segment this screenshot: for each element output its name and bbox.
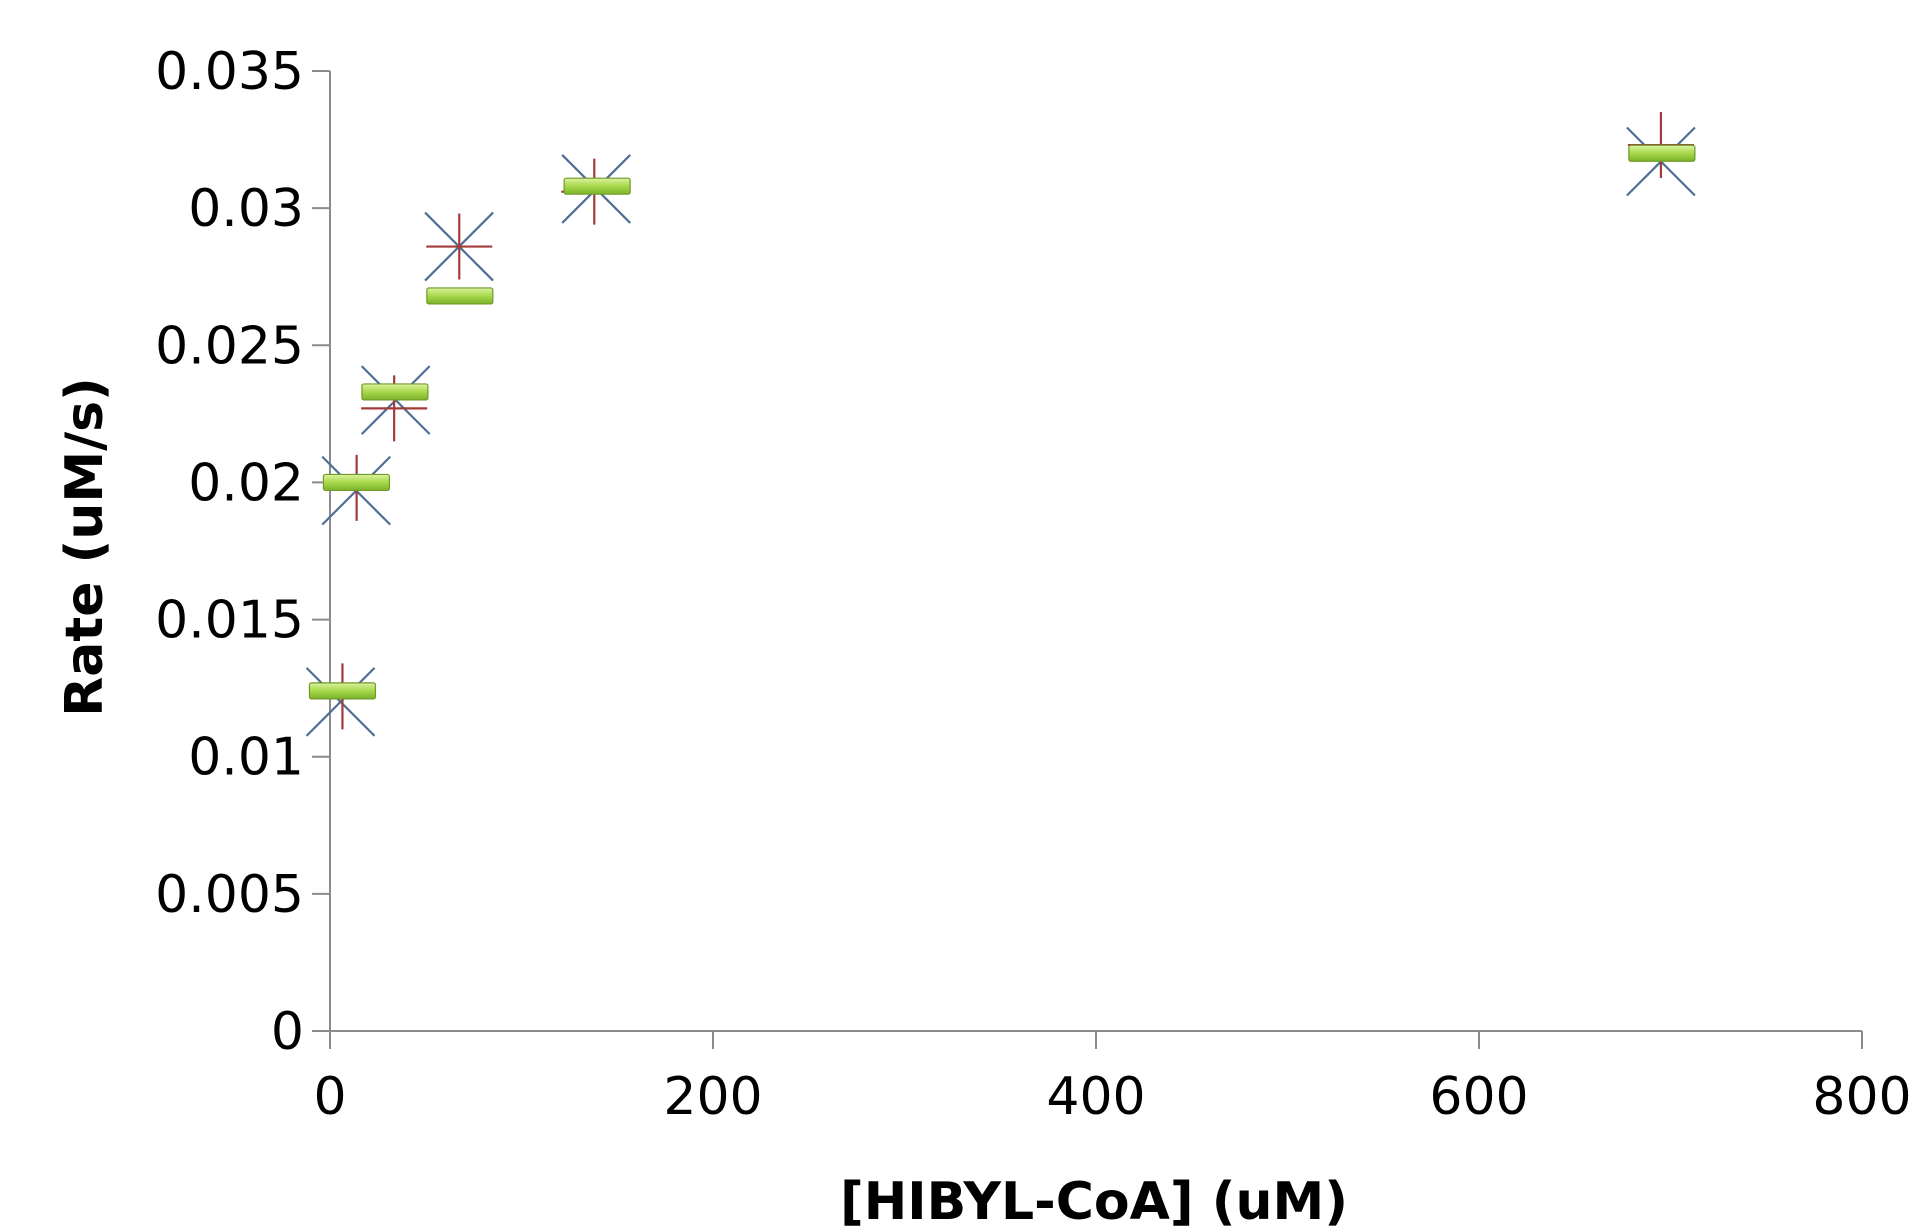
data-point-dash bbox=[563, 177, 631, 195]
x-tick-label: 800 bbox=[1812, 1067, 1911, 1127]
series-plus bbox=[309, 112, 1694, 730]
data-point-dash bbox=[361, 383, 429, 401]
y-tick-label: 0.015 bbox=[155, 591, 304, 651]
series-layer bbox=[305, 112, 1696, 737]
y-tick-label: 0.02 bbox=[188, 453, 304, 513]
x-ticks: 0 200 400 600 800 bbox=[313, 1031, 1912, 1127]
y-tick-label: 0.025 bbox=[155, 316, 304, 376]
y-tick-label: 0.03 bbox=[188, 179, 304, 239]
x-tick-label: 600 bbox=[1429, 1067, 1528, 1127]
y-tick-label: 0.035 bbox=[155, 42, 304, 102]
x-tick-label: 400 bbox=[1046, 1067, 1145, 1127]
x-tick-label: 200 bbox=[663, 1067, 762, 1127]
x-axis-title: [HIBYL-CoA] (uM) bbox=[840, 1172, 1348, 1230]
data-point-dash bbox=[322, 473, 391, 492]
y-tick-label: 0 bbox=[271, 1002, 304, 1062]
y-tick-label: 0.01 bbox=[188, 728, 304, 788]
data-point-dash bbox=[308, 682, 377, 700]
data-point-plus bbox=[426, 213, 493, 280]
y-ticks: 0 0.005 0.01 0.015 0.02 0.025 0.03 0.035 bbox=[155, 42, 330, 1062]
y-axis-title: Rate (uM/s) bbox=[55, 377, 115, 717]
series-x-cross bbox=[305, 126, 1696, 737]
x-tick-label: 0 bbox=[313, 1067, 346, 1127]
data-point-dash bbox=[1628, 144, 1696, 162]
axes bbox=[329, 71, 1862, 1032]
data-point-dash bbox=[426, 287, 494, 305]
data-point-x-cross bbox=[305, 667, 376, 737]
series-dash bbox=[308, 144, 1696, 700]
y-tick-label: 0.005 bbox=[155, 865, 304, 925]
